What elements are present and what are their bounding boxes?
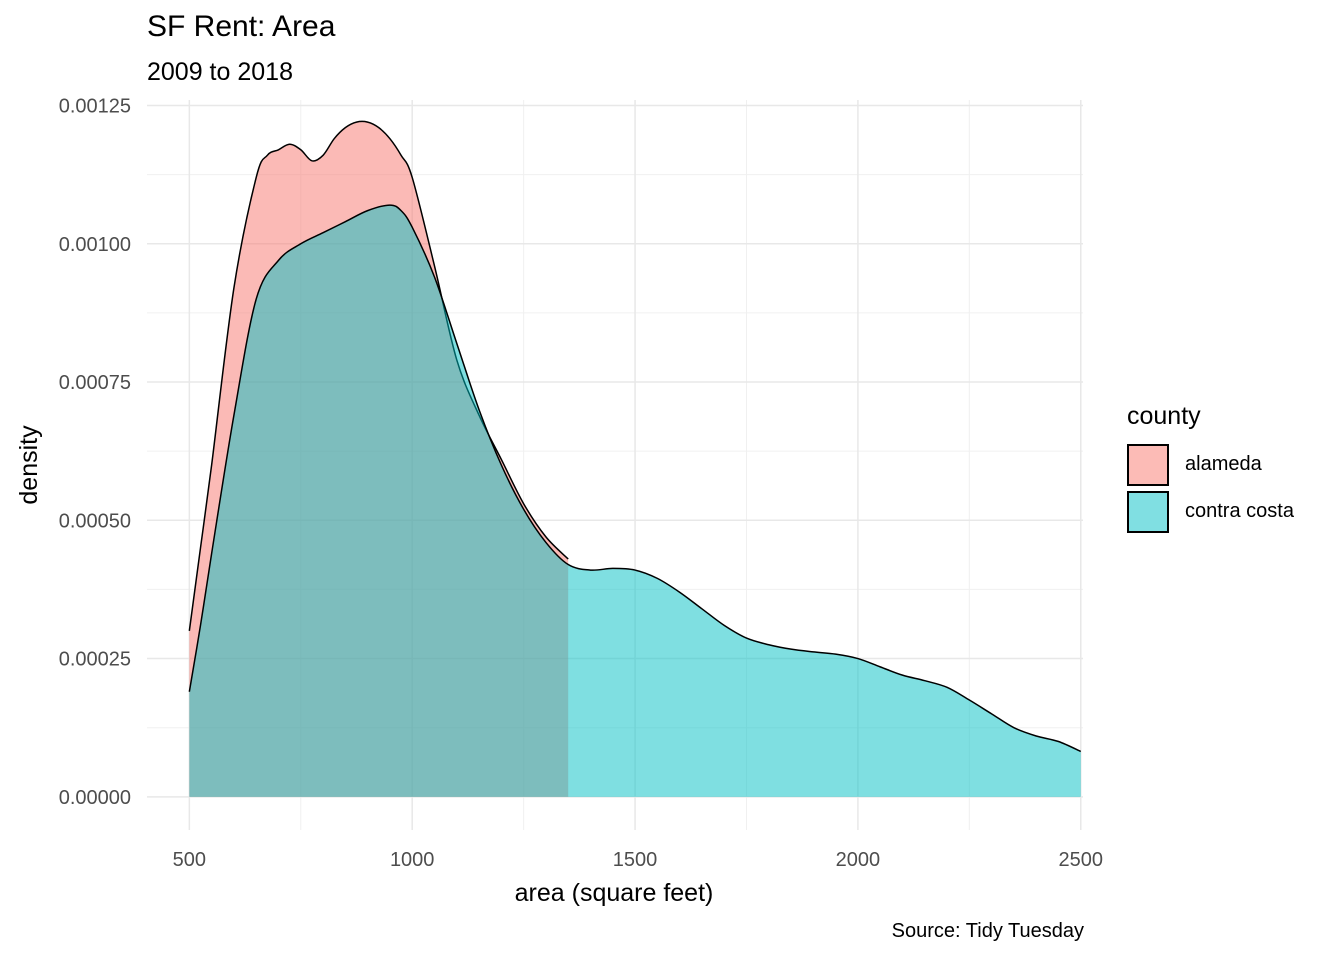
x-tick-label: 2000 [836, 849, 881, 871]
y-tick-label: 0.00125 [59, 96, 131, 118]
density-areas [188, 120, 1082, 797]
y-axis-label: density [15, 425, 43, 505]
legend-item-contra-costa: contra costa [1127, 488, 1294, 535]
x-tick-label: 500 [173, 849, 206, 871]
legend-swatch-contra-costa [1127, 490, 1169, 533]
y-tick-label: 0.00025 [59, 649, 131, 671]
chart-title: SF Rent: Area [147, 10, 336, 43]
legend-item-alameda: alameda [1127, 441, 1294, 488]
y-tick-label: 0.00100 [59, 234, 131, 256]
y-tick-label: 0.00075 [59, 372, 131, 394]
x-tick-label: 1000 [390, 849, 435, 871]
legend: county alameda contra costa [1127, 402, 1294, 535]
chart-caption: Source: Tidy Tuesday [891, 920, 1084, 942]
legend-label-contra-costa: contra costa [1185, 500, 1294, 522]
x-axis-label: area (square feet) [515, 879, 714, 907]
legend-title: county [1127, 402, 1201, 430]
chart-subtitle: 2009 to 2018 [147, 58, 293, 86]
y-axis-ticks: 0.00000 0.00025 0.00050 0.00075 0.00100 0.001… [59, 96, 131, 809]
y-tick-label: 0.00000 [59, 787, 131, 809]
y-tick-label: 0.00050 [59, 510, 131, 532]
x-tick-label: 2500 [1059, 849, 1104, 871]
x-axis-ticks: 500 1000 1500 2000 2500 [173, 849, 1103, 871]
density-area-contra-costa [189, 205, 1081, 797]
x-tick-label: 1500 [613, 849, 658, 871]
legend-swatch-alameda [1127, 443, 1169, 486]
legend-label-alameda: alameda [1185, 453, 1262, 475]
density-outline-contra-costa [188, 204, 1082, 753]
